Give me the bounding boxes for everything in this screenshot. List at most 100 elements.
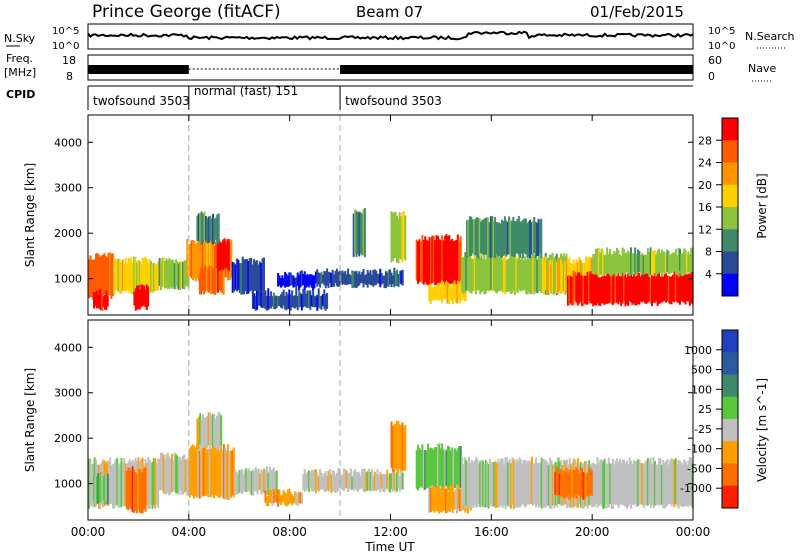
data-cell [630, 272, 632, 303]
data-cell [687, 273, 690, 302]
data-cell [306, 274, 309, 287]
data-cell [309, 472, 312, 489]
data-cell [459, 446, 462, 489]
data-cell [323, 271, 326, 286]
data-cell [493, 461, 496, 507]
data-cell [418, 448, 421, 488]
data-cell [630, 247, 632, 276]
data-cell [253, 293, 256, 309]
data-cell [611, 254, 614, 274]
data-cell [446, 282, 449, 304]
colorbar-tick-label: 28 [698, 134, 712, 147]
data-cell [546, 259, 548, 294]
data-cell [558, 473, 561, 496]
data-cell [537, 218, 540, 257]
data-cell [349, 468, 352, 491]
data-cell [550, 264, 553, 290]
data-cell [687, 251, 690, 272]
data-cell [522, 460, 525, 506]
y-tick-label: 4000 [54, 136, 82, 149]
data-cell [646, 248, 649, 274]
data-cell [128, 467, 131, 509]
data-cell [655, 254, 658, 277]
data-cell [598, 462, 600, 506]
data-cell [268, 466, 271, 496]
data-cell [638, 459, 641, 505]
data-cell [677, 247, 680, 277]
data-cell [586, 271, 589, 305]
data-cell [427, 443, 430, 489]
data-cell [593, 254, 596, 275]
data-cell [565, 467, 568, 499]
data-cell [445, 234, 448, 281]
data-cell [352, 213, 355, 257]
data-cell [342, 272, 345, 284]
data-cell [537, 462, 540, 508]
data-cell [621, 460, 624, 506]
data-cell [186, 239, 189, 279]
data-cell [93, 475, 95, 500]
data-cell [398, 476, 401, 492]
data-cell [631, 463, 634, 505]
data-cell [393, 212, 396, 258]
data-cell [497, 255, 500, 292]
data-cell [380, 273, 383, 285]
data-cell [653, 461, 656, 506]
data-cell [267, 288, 270, 310]
data-cell [340, 475, 343, 489]
data-cell [218, 273, 221, 291]
velocity-data [88, 320, 694, 520]
data-cell [333, 274, 336, 287]
data-cell [511, 254, 514, 294]
freq-label-2: [MHz] [4, 66, 36, 79]
data-cell [449, 450, 452, 487]
data-cell [575, 275, 578, 303]
data-cell [569, 276, 572, 304]
data-cell [553, 463, 556, 509]
data-cell [169, 458, 172, 494]
data-cell [624, 462, 627, 507]
data-cell [515, 221, 518, 254]
data-cell [496, 222, 499, 257]
data-cell [585, 256, 588, 293]
x-tick-label: 12:00 [373, 525, 408, 539]
data-cell [248, 258, 251, 292]
data-cell [117, 258, 120, 292]
data-cell [604, 254, 607, 275]
data-cell [331, 470, 334, 492]
data-cell [209, 412, 211, 448]
data-cell [124, 258, 127, 292]
data-cell [251, 289, 254, 309]
data-cell [150, 463, 153, 505]
data-cell [300, 294, 303, 311]
data-cell [272, 467, 275, 495]
data-cell [398, 424, 401, 469]
data-cell [625, 460, 628, 509]
data-cell [537, 252, 540, 292]
data-cell [359, 476, 362, 490]
data-cell [214, 217, 217, 240]
data-cell [298, 492, 301, 503]
colorbar-tick-label: -500 [687, 462, 712, 475]
data-cell [319, 296, 322, 309]
data-cell [428, 237, 431, 285]
data-cell [201, 270, 204, 291]
data-cell [503, 216, 506, 255]
data-cell [354, 469, 357, 489]
data-cell [539, 256, 542, 291]
data-cell [141, 257, 144, 291]
data-cell [211, 446, 214, 495]
data-cell [418, 239, 421, 282]
data-cell [214, 447, 217, 496]
data-cell [610, 463, 613, 509]
data-cell [531, 220, 534, 258]
data-cell [212, 269, 215, 295]
data-cell [686, 464, 688, 506]
data-cell [310, 295, 313, 307]
data-cell [645, 460, 648, 506]
data-cell [263, 468, 266, 494]
data-cell [285, 493, 288, 507]
data-cell [119, 463, 122, 507]
data-cell [361, 271, 364, 284]
